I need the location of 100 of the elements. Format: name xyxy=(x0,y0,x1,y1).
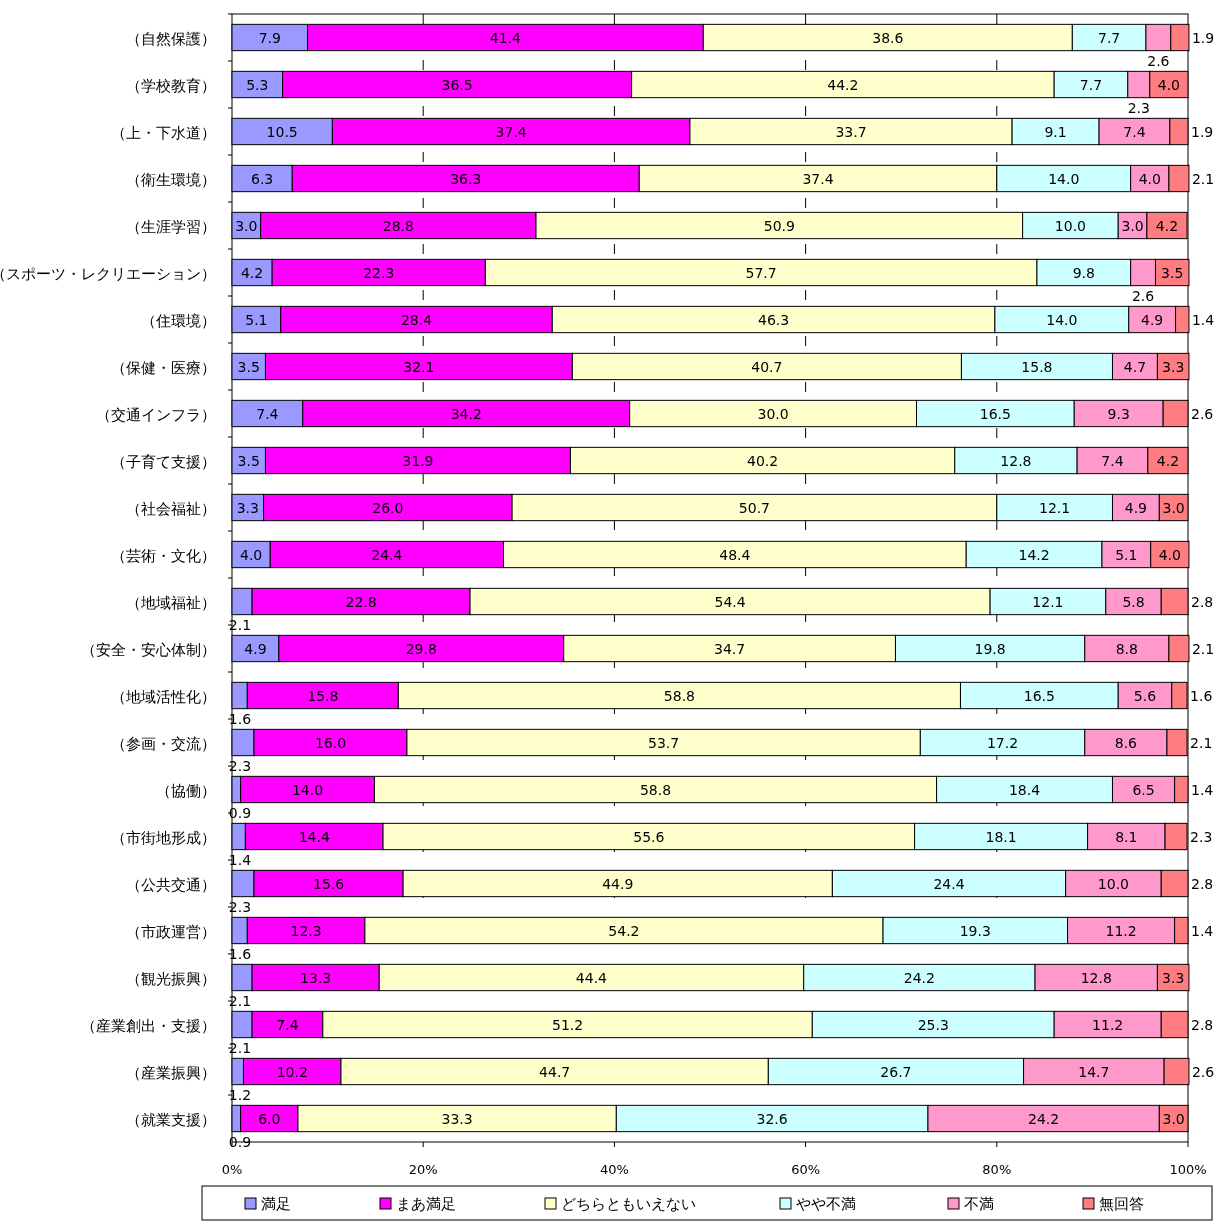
data-label: 55.6 xyxy=(633,828,665,845)
data-label: 14.0 xyxy=(1048,170,1080,187)
data-label: 57.7 xyxy=(745,264,777,281)
data-label: 3.5 xyxy=(1161,264,1184,281)
y-tick-label: （地域活性化） xyxy=(111,687,216,706)
y-tick-label: （学校教育） xyxy=(126,76,216,95)
y-tick-label: （公共交通） xyxy=(126,875,216,894)
data-label: 24.4 xyxy=(933,875,965,892)
data-label: 7.4 xyxy=(256,405,279,422)
y-tick-label: （市街地形成） xyxy=(111,828,216,847)
data-label: 5.1 xyxy=(245,311,268,328)
data-label: 4.0 xyxy=(1138,170,1161,187)
data-label: 2.8 xyxy=(1191,1016,1214,1033)
data-label: 58.8 xyxy=(639,781,672,798)
data-label: 4.2 xyxy=(1155,217,1179,234)
data-label: 7.7 xyxy=(1098,29,1121,46)
data-label: 2.1 xyxy=(1190,734,1213,751)
data-label: 9.1 xyxy=(1044,123,1067,140)
data-label: 1.6 xyxy=(228,710,252,727)
data-label: 36.5 xyxy=(441,76,473,93)
data-label: 14.0 xyxy=(1046,311,1078,328)
x-tick-label: 40% xyxy=(599,1162,629,1177)
data-label: 2.3 xyxy=(1127,99,1150,116)
data-label: 9.3 xyxy=(1107,405,1130,422)
data-label: 34.2 xyxy=(450,405,482,422)
y-tick-label: （地域福祉） xyxy=(126,593,216,612)
data-label: 22.3 xyxy=(363,264,395,281)
data-label: 3.3 xyxy=(1162,358,1185,375)
data-label: 26.7 xyxy=(880,1063,912,1080)
data-label: 18.4 xyxy=(1008,781,1041,798)
data-label: 6.3 xyxy=(250,170,274,187)
y-tick-label: （生涯学習） xyxy=(126,217,216,236)
data-label: 44.9 xyxy=(602,875,634,892)
data-label: 3.3 xyxy=(236,499,259,516)
data-label: 37.4 xyxy=(802,170,834,187)
data-label: 11.2 xyxy=(1105,922,1137,939)
data-label: 33.3 xyxy=(441,1110,473,1127)
data-label: 6.0 xyxy=(258,1110,281,1127)
data-label: 8.6 xyxy=(1114,734,1138,751)
data-label: 6.5 xyxy=(1132,781,1155,798)
data-label: 54.4 xyxy=(714,593,746,610)
data-label: 1.4 xyxy=(1191,311,1215,328)
data-label: 1.2 xyxy=(228,1086,252,1103)
data-label: 22.8 xyxy=(345,593,377,610)
data-label: 2.1 xyxy=(228,616,252,633)
y-tick-label: （就業支援） xyxy=(126,1110,216,1129)
data-label: 19.8 xyxy=(974,640,1006,657)
data-label: 15.8 xyxy=(1021,358,1053,375)
legend-label: まあ満足 xyxy=(396,1195,456,1213)
data-label: 30.0 xyxy=(757,405,789,422)
data-label: 2.1 xyxy=(228,1039,252,1056)
data-label: 4.0 xyxy=(1158,546,1181,563)
x-tick-label: 100% xyxy=(1169,1162,1207,1177)
data-label: 4.7 xyxy=(1123,358,1147,375)
data-label: 2.8 xyxy=(1191,875,1214,892)
y-tick-label: （産業振興） xyxy=(126,1063,216,1082)
data-label: 4.0 xyxy=(1157,76,1181,93)
y-tick-label: （自然保護） xyxy=(126,29,216,48)
data-label: 26.0 xyxy=(372,499,404,516)
data-label: 28.4 xyxy=(400,311,433,328)
data-label: 10.5 xyxy=(266,123,298,140)
data-label: 58.8 xyxy=(663,687,695,704)
data-label: 10.2 xyxy=(276,1063,308,1080)
x-tick-label: 20% xyxy=(408,1162,438,1177)
data-label: 2.8 xyxy=(1191,593,1214,610)
data-label: 1.6 xyxy=(228,945,252,962)
data-label: 9.8 xyxy=(1072,264,1095,281)
data-label: 10.0 xyxy=(1054,217,1086,234)
data-label: 1.9 xyxy=(1191,29,1215,46)
x-tick-label: 0% xyxy=(221,1162,243,1177)
data-label: 3.5 xyxy=(237,452,260,469)
data-label: 7.4 xyxy=(1101,452,1124,469)
legend-label: 満足 xyxy=(261,1195,291,1213)
data-label: 46.3 xyxy=(757,311,790,328)
data-label: 12.3 xyxy=(290,922,322,939)
data-label: 0.9 xyxy=(228,804,252,821)
data-label: 15.6 xyxy=(312,875,345,892)
y-tick-label: （社会福祉） xyxy=(126,499,216,518)
data-label: 2.6 xyxy=(1131,287,1155,304)
data-label: 14.4 xyxy=(298,828,330,845)
data-label: 7.4 xyxy=(276,1016,299,1033)
data-label: 32.1 xyxy=(403,358,435,375)
y-tick-label: （上・下水道） xyxy=(111,123,216,142)
data-label: 40.2 xyxy=(746,452,779,469)
data-label: 16.0 xyxy=(314,734,347,751)
data-label: 48.4 xyxy=(719,546,751,563)
data-label: 1.4 xyxy=(228,851,252,868)
data-label: 25.3 xyxy=(917,1016,949,1033)
data-label: 1.6 xyxy=(1190,687,1213,704)
data-label: 5.1 xyxy=(1115,546,1138,563)
y-tick-label: （観光振興） xyxy=(126,969,216,988)
data-label: 14.2 xyxy=(1018,546,1050,563)
data-label: 24.2 xyxy=(903,969,935,986)
data-label: 17.2 xyxy=(986,734,1019,751)
y-tick-label: （保健・医療） xyxy=(111,358,216,377)
data-label: 3.3 xyxy=(1162,969,1185,986)
data-label: 38.6 xyxy=(872,29,904,46)
data-label: 2.6 xyxy=(1147,52,1170,69)
data-label: 5.3 xyxy=(246,76,269,93)
legend-label: 無回答 xyxy=(1099,1195,1144,1213)
